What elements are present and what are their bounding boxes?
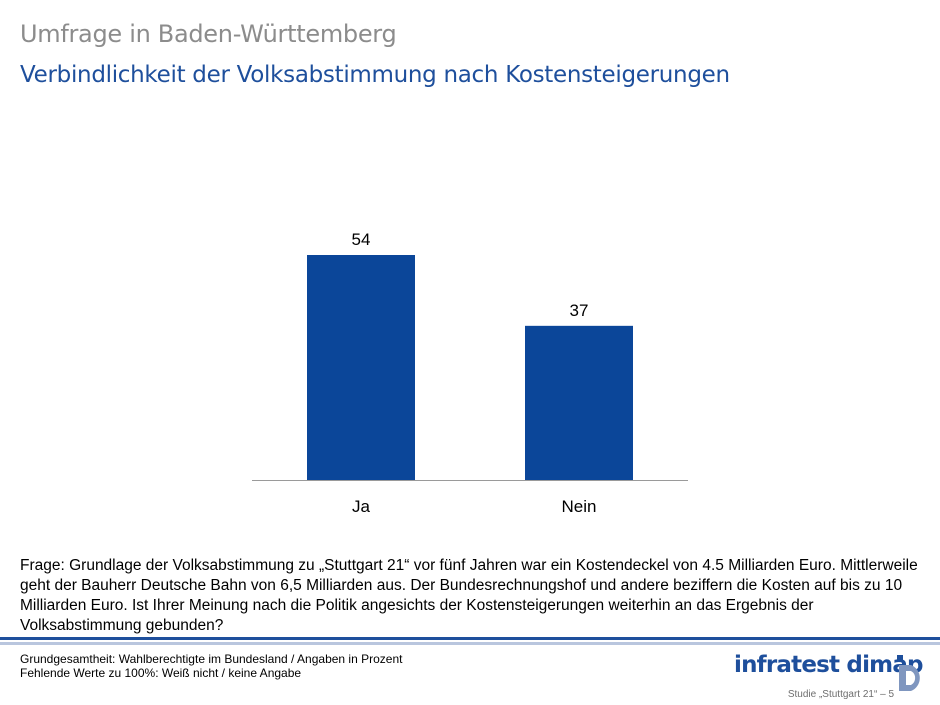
page-title: Umfrage in Baden-Württemberg <box>20 20 397 48</box>
question-text: Frage: Grundlage der Volksabstimmung zu … <box>20 557 918 634</box>
category-label-nein: Nein <box>562 497 597 516</box>
footnote: Grundgesamtheit: Wahlberechtigte im Bund… <box>20 652 402 680</box>
footer-divider-light <box>0 642 940 645</box>
page-subtitle: Verbindlichkeit der Volksabstimmung nach… <box>20 62 730 88</box>
footnote-missing-values: Fehlende Werte zu 100%: Weiß nicht / kei… <box>20 666 302 680</box>
page-reference: Studie „Stuttgart 21“ – 5 <box>787 689 894 700</box>
footer-divider-blue <box>0 637 940 640</box>
data-label-ja: 54 <box>352 230 371 249</box>
bar-ja <box>307 255 415 480</box>
bar-nein <box>525 325 633 480</box>
bar-chart: 54 Ja 37 Nein <box>252 230 688 516</box>
data-label-nein: 37 <box>570 301 589 320</box>
brand-wordmark: infratest dimap <box>734 652 924 678</box>
footnote-basis: Grundgesamtheit: Wahlberechtigte im Bund… <box>20 652 403 666</box>
infratest-dimap-logo-icon <box>897 655 920 691</box>
category-label-ja: Ja <box>352 497 371 516</box>
